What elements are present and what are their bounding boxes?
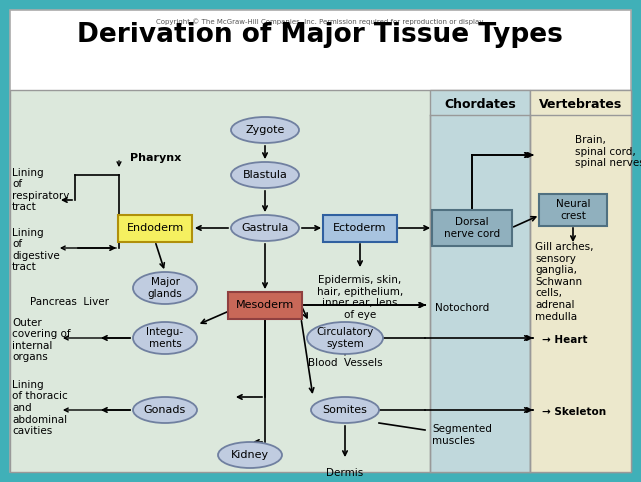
Text: Vertebrates: Vertebrates (539, 98, 622, 111)
FancyBboxPatch shape (539, 194, 607, 226)
Text: Neural
crest: Neural crest (556, 199, 590, 221)
Text: Outer
covering of
internal
organs: Outer covering of internal organs (12, 318, 71, 362)
Text: Dermis: Dermis (326, 468, 363, 478)
Text: Circulatory
system: Circulatory system (317, 327, 374, 349)
Text: Pancreas  Liver: Pancreas Liver (30, 297, 109, 307)
Ellipse shape (133, 272, 197, 304)
Text: Derivation of Major Tissue Types: Derivation of Major Tissue Types (77, 22, 563, 48)
Ellipse shape (231, 215, 299, 241)
FancyBboxPatch shape (228, 292, 302, 319)
FancyBboxPatch shape (430, 90, 530, 472)
Ellipse shape (231, 117, 299, 143)
Text: Endoderm: Endoderm (126, 223, 183, 233)
Text: Blood  Vessels: Blood Vessels (308, 358, 382, 368)
Text: Integu-
ments: Integu- ments (146, 327, 183, 349)
Text: Lining
of thoracic
and
abdominal
cavities: Lining of thoracic and abdominal cavitie… (12, 380, 68, 436)
Text: Lining
of
digestive
tract: Lining of digestive tract (12, 228, 60, 272)
FancyBboxPatch shape (10, 10, 631, 472)
Ellipse shape (133, 322, 197, 354)
Text: Notochord: Notochord (435, 303, 489, 313)
FancyBboxPatch shape (323, 214, 397, 241)
Text: → Skeleton: → Skeleton (542, 407, 606, 417)
Text: Mesoderm: Mesoderm (236, 300, 294, 310)
Ellipse shape (307, 322, 383, 354)
Text: Ectoderm: Ectoderm (333, 223, 387, 233)
Text: Zygote: Zygote (246, 125, 285, 135)
Text: Somites: Somites (322, 405, 367, 415)
FancyBboxPatch shape (432, 210, 512, 246)
Text: Epidermis, skin,
hair, epithelium,
inner ear, lens
of eye: Epidermis, skin, hair, epithelium, inner… (317, 275, 403, 320)
Text: Lining
of
respiratory
tract: Lining of respiratory tract (12, 168, 69, 213)
Text: Gonads: Gonads (144, 405, 186, 415)
Text: Gill arches,
sensory
ganglia,
Schwann
cells,
adrenal
medulla: Gill arches, sensory ganglia, Schwann ce… (535, 242, 594, 321)
Text: Pharynx: Pharynx (130, 153, 181, 163)
Text: Dorsal
nerve cord: Dorsal nerve cord (444, 217, 500, 239)
FancyBboxPatch shape (118, 214, 192, 241)
Text: Gastrula: Gastrula (241, 223, 288, 233)
Ellipse shape (231, 162, 299, 188)
Text: Blastula: Blastula (242, 170, 287, 180)
Text: Segmented
muscles: Segmented muscles (432, 424, 492, 446)
Text: Major
glands: Major glands (147, 277, 183, 299)
Ellipse shape (133, 397, 197, 423)
Text: Brain,
spinal cord,
spinal nerves: Brain, spinal cord, spinal nerves (575, 135, 641, 168)
Text: Kidney: Kidney (231, 450, 269, 460)
FancyBboxPatch shape (10, 90, 631, 472)
Text: → Heart: → Heart (542, 335, 588, 345)
Text: Chordates: Chordates (444, 98, 516, 111)
FancyBboxPatch shape (530, 90, 631, 472)
Text: Copyright © The McGraw-Hill Companies, Inc. Permission required for reproduction: Copyright © The McGraw-Hill Companies, I… (156, 18, 485, 25)
Ellipse shape (218, 442, 282, 468)
Ellipse shape (311, 397, 379, 423)
